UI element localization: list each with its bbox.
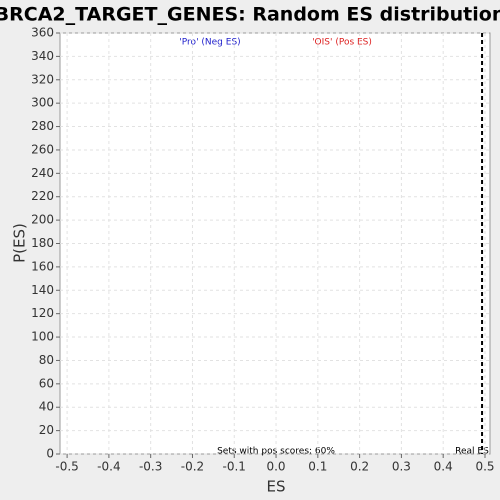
y-tick-label: 160 — [31, 259, 54, 273]
x-tick-label: 0.1 — [308, 460, 327, 474]
pos-label: 'OIS' (Pos ES) — [312, 38, 372, 48]
y-tick-label: 280 — [31, 119, 54, 133]
x-axis-label: ES — [267, 478, 286, 496]
note: Sets with pos scores: 60% — [217, 447, 335, 457]
x-tick-label: 0.0 — [266, 460, 285, 474]
real-es-label: Real ES — [455, 447, 489, 457]
y-tick-label: 320 — [31, 72, 54, 86]
y-tick-label: 120 — [31, 306, 54, 320]
x-tick-label: -0.5 — [55, 460, 78, 474]
y-tick-label: 80 — [39, 353, 54, 367]
y-tick-label: 40 — [39, 400, 54, 414]
y-tick-label: 360 — [31, 26, 54, 40]
plot-area — [59, 32, 491, 455]
y-tick-label: 0 — [46, 447, 54, 461]
x-tick-label: -0.1 — [223, 460, 246, 474]
y-tick-label: 180 — [31, 236, 54, 250]
x-tick-label: -0.4 — [97, 460, 120, 474]
y-tick-label: 200 — [31, 213, 54, 227]
neg-label: 'Pro' (Neg ES) — [179, 38, 240, 48]
x-tick-label: 0.4 — [434, 460, 453, 474]
chart-title: BRCA2_TARGET_GENES: Random ES distributi… — [0, 4, 500, 26]
x-tick-label: -0.2 — [181, 460, 204, 474]
y-tick-label: 100 — [31, 330, 54, 344]
y-tick-label: 240 — [31, 166, 54, 180]
y-axis-label: P(ES) — [11, 223, 29, 263]
y-tick-label: 60 — [39, 376, 54, 390]
y-tick-label: 220 — [31, 189, 54, 203]
x-tick-label: -0.3 — [139, 460, 162, 474]
x-tick-label: 0.5 — [475, 460, 494, 474]
y-tick-label: 340 — [31, 49, 54, 63]
y-tick-label: 300 — [31, 96, 54, 110]
y-tick-label: 260 — [31, 142, 54, 156]
y-tick-label: 140 — [31, 283, 54, 297]
y-tick-label: 20 — [39, 423, 54, 437]
x-tick-label: 0.3 — [392, 460, 411, 474]
x-tick-label: 0.2 — [350, 460, 369, 474]
